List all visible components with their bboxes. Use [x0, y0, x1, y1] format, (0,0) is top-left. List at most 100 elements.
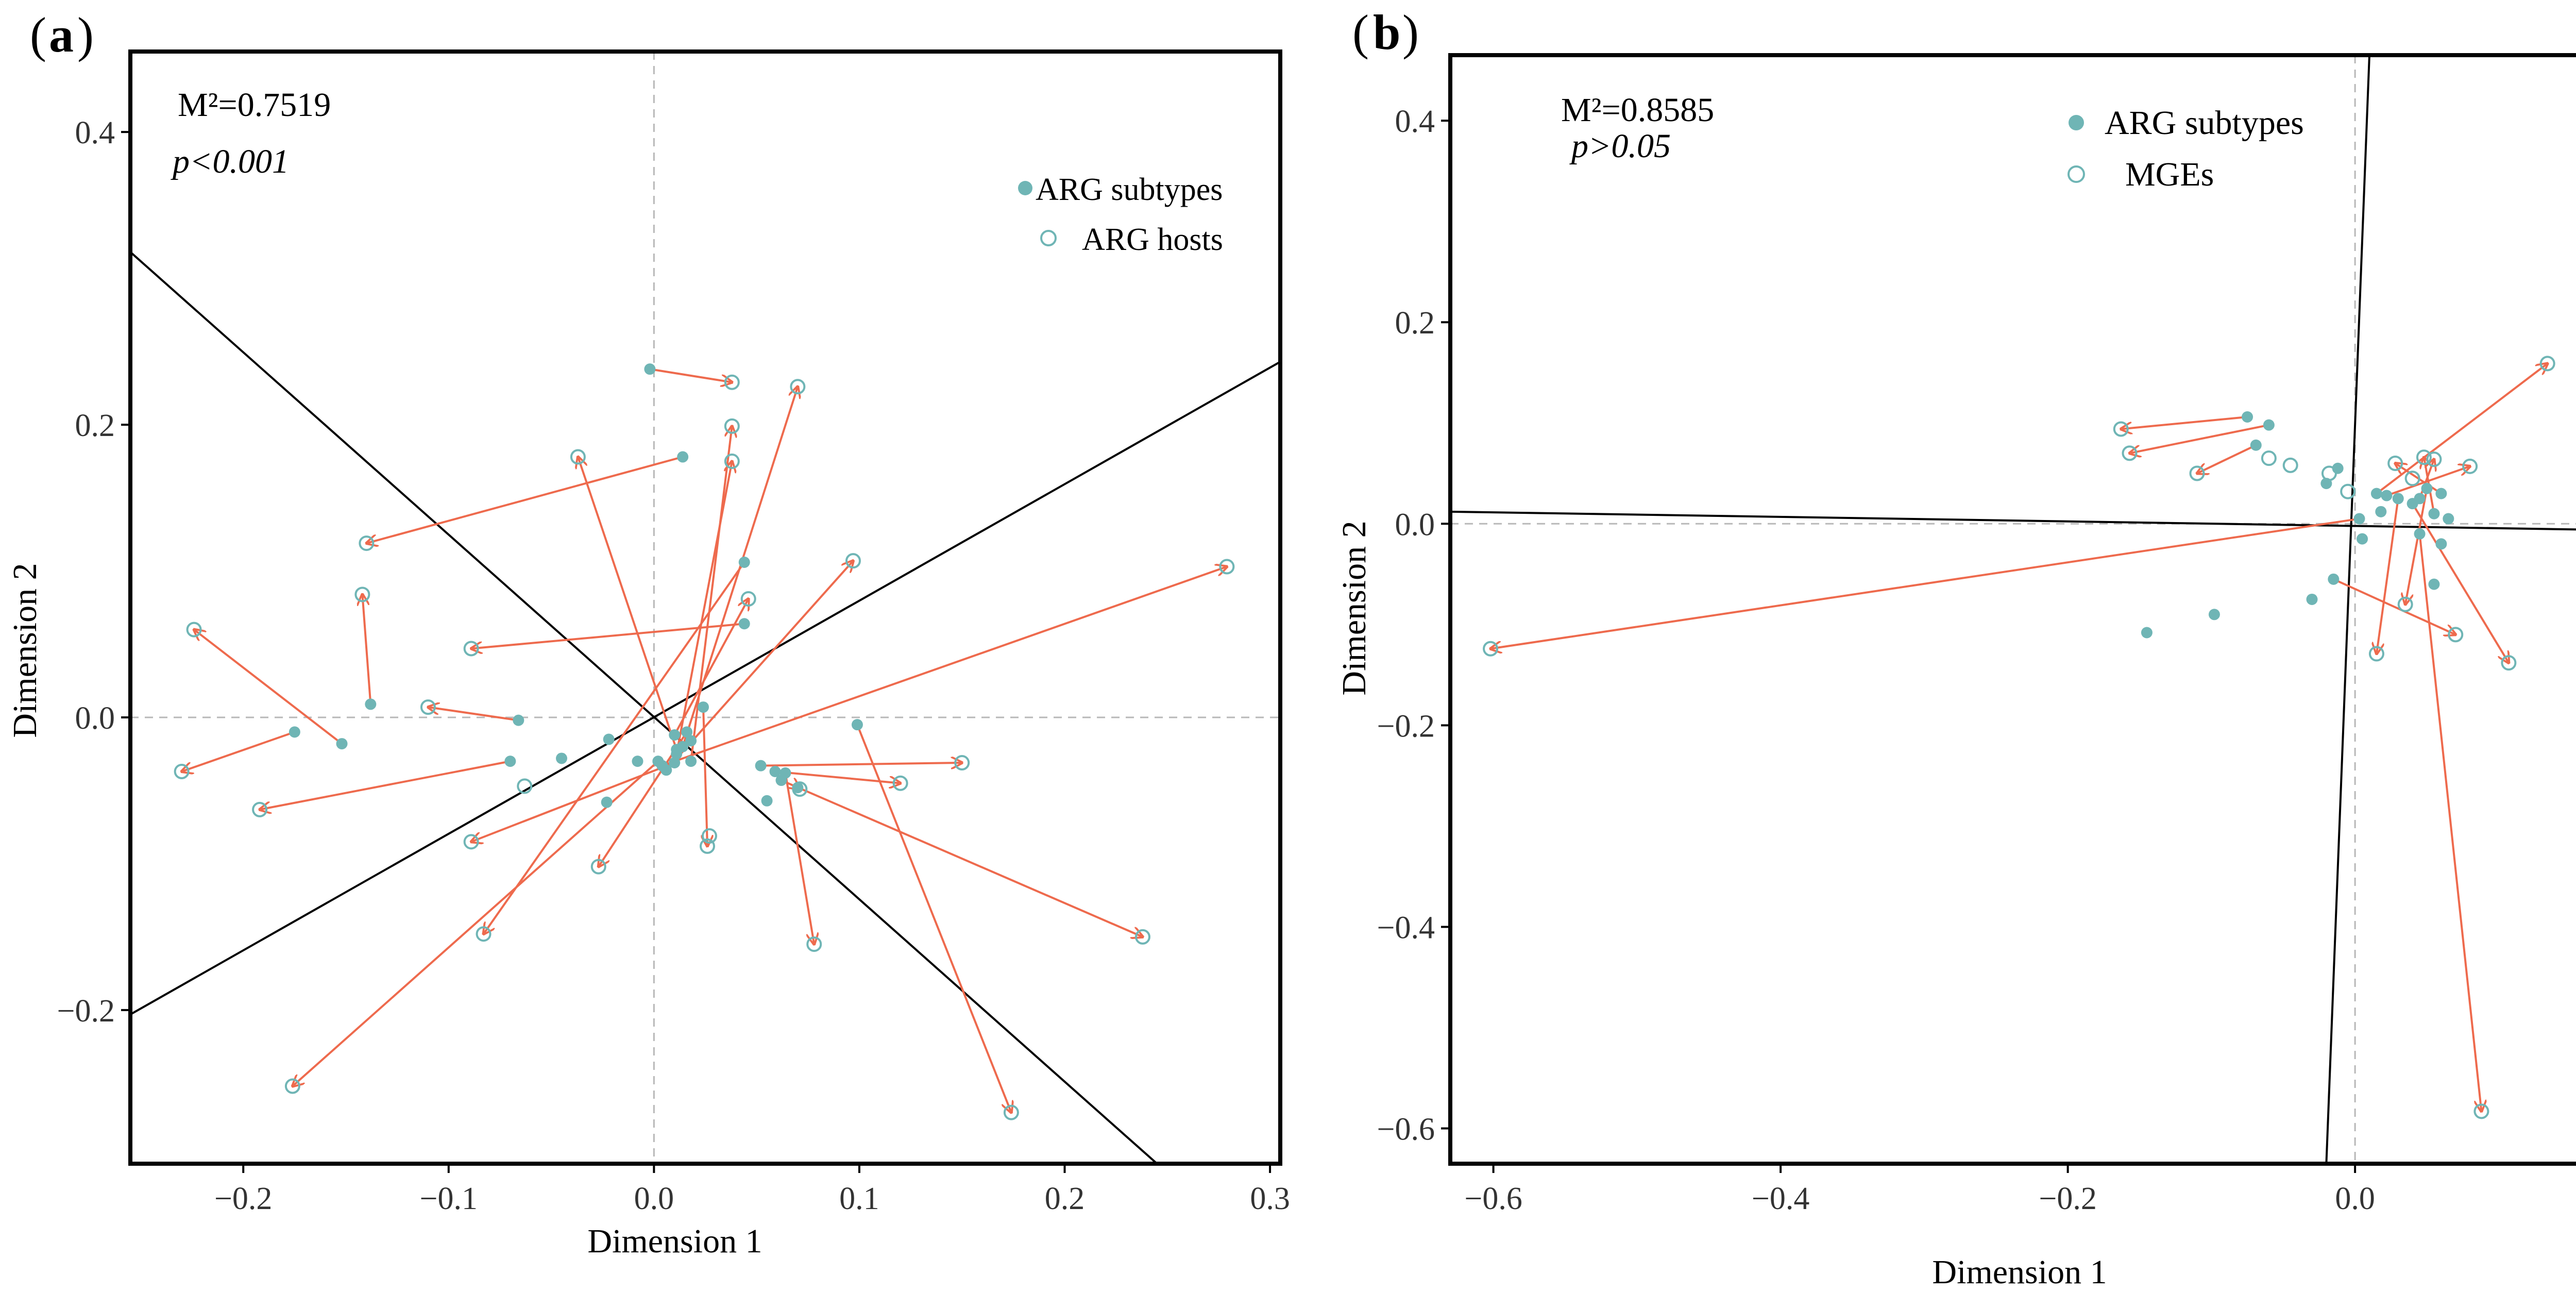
panel-a-host-point	[476, 926, 492, 942]
panel-b-host-point	[2368, 646, 2384, 662]
panel-b-arrow	[2129, 424, 2269, 454]
panel-a-arrow	[366, 456, 683, 544]
panel-b-host-point	[2416, 449, 2432, 465]
panel-a-subtype-point	[779, 767, 791, 779]
panel-b-subtype-point	[2414, 528, 2426, 540]
panel-b-subtype-point	[2375, 506, 2387, 517]
panel-b-host-point	[2404, 471, 2420, 487]
panel-a-arrow	[784, 773, 814, 944]
panel-a-subtype-point	[603, 733, 615, 745]
panel-a-arrow	[760, 763, 962, 766]
panel-a-subtype-point	[656, 760, 668, 772]
panel-b-subtype-point	[2392, 493, 2404, 505]
panel-a-subtype-point	[513, 714, 524, 726]
panel-a-host-point	[590, 859, 606, 875]
panel-b-subtype-point	[2263, 419, 2275, 431]
panel-a-subtype-point	[769, 766, 781, 778]
panel-a-letter: a	[49, 7, 74, 62]
panel-a-host-point	[892, 775, 908, 791]
panel-b-legend-marker-subtypes	[2069, 115, 2084, 130]
panel-a-host-point	[420, 699, 436, 715]
panel-a-subtype-point	[851, 719, 863, 731]
panel-a-arrow	[775, 770, 901, 783]
panel-a-host-point	[845, 553, 861, 569]
panel-a-subtype-point	[685, 735, 697, 747]
panel-b-arrow	[2333, 578, 2455, 635]
panel-b-xtick-label: 0.0	[2335, 1181, 2375, 1216]
panel-a-ytick-label: −0.2	[57, 994, 115, 1029]
panel-a-close-paren: )	[77, 7, 94, 62]
panel-a-xtick-label: 0.2	[1045, 1181, 1085, 1216]
panel-a-ytick-label: 0.4	[75, 115, 115, 150]
panel-a-arrow	[781, 779, 1142, 937]
panel-b-subtype-point	[2328, 573, 2340, 585]
panel-b-subtype-point	[2250, 439, 2262, 451]
panel-b-host-point	[1483, 641, 1499, 657]
panel-a-host-point	[517, 778, 533, 794]
panel-a-frame	[128, 49, 1282, 1166]
panel-a-host-point	[954, 755, 970, 770]
panel-a-host-point	[570, 449, 586, 465]
panel-a-stat-p: p<0.001	[171, 143, 289, 180]
panel-b-host-point	[2397, 596, 2413, 612]
panel-a-subtype-point	[632, 756, 643, 767]
panel-b-subtype-point	[2357, 533, 2368, 545]
panel-b-ytick-label: −0.2	[1377, 709, 1435, 744]
panel-b-close-paren: )	[1402, 5, 1419, 60]
panel-a-arrow	[260, 760, 511, 810]
panel-a-arrow	[194, 630, 343, 745]
panel-a-subtype-point	[738, 618, 750, 630]
panel-a-host-point	[724, 374, 740, 390]
panel-b-arrow	[2418, 533, 2482, 1111]
panel-b-host-point	[2473, 1103, 2489, 1119]
panel-a-subtype-point	[556, 752, 567, 764]
panel-b-subtype-point	[2208, 609, 2220, 621]
panel-b-xlabel: Dimension 1	[1932, 1253, 2107, 1291]
panel-a-subtype-point	[738, 556, 750, 568]
panel-b-subtype-point	[2414, 493, 2426, 505]
panel-a-host-point	[174, 764, 190, 780]
panel-a-subtype-point	[685, 756, 697, 767]
panel-a-host-point	[463, 641, 479, 657]
panel-b-arrow	[2121, 416, 2248, 429]
panel-b-host-point	[2261, 450, 2277, 466]
panel-a-host-point	[1134, 929, 1150, 945]
panel-b-arrow	[2411, 503, 2509, 663]
panel-a-open-paren: (	[30, 7, 46, 62]
panel-b-subtype-point	[2428, 508, 2440, 519]
panel-a-host-point	[701, 828, 717, 844]
panel-a-host-point	[740, 591, 756, 607]
panel-a-host-point	[724, 418, 740, 434]
panel-b-subtype-point	[2306, 593, 2318, 605]
panel-a-legend-label-hosts: ARG hosts	[1082, 222, 1223, 257]
panel-a-legend-marker-hosts	[1040, 230, 1057, 246]
panel-b-legend-label-mges: MGEs	[2125, 156, 2214, 193]
panel-a-subtype-point	[289, 726, 300, 738]
panel-b-host-point	[2387, 455, 2403, 471]
panel-a-subtype-point	[761, 795, 773, 807]
panel-b-ytick-label: 0.2	[1395, 306, 1435, 341]
panel-b-host-point	[2539, 356, 2555, 372]
panel-b-ylabel: Dimension 2	[1335, 521, 1373, 695]
plot-layer: −0.2 −0.1 0.0 0.1 0.2 0.3 −0.2 0.0 0.2 0.4 −0.6 −0.…	[57, 49, 2576, 1216]
panel-a-host-point	[699, 838, 715, 854]
panel-b-host-point	[2113, 421, 2129, 437]
panel-a-arrow	[471, 762, 675, 842]
panel-a-subtype-point	[336, 738, 348, 750]
panel-b-subtype-point	[2353, 513, 2365, 525]
panel-b-host-point	[2282, 457, 2298, 473]
panel-a-subtype-point	[671, 748, 683, 760]
panel-a-host-point	[790, 379, 806, 395]
panel-a-stat-m2: M²=0.7519	[178, 86, 331, 124]
panel-a-host-point	[252, 801, 268, 817]
panel-b-host-point	[2426, 451, 2442, 467]
panel-b-stat-p: p>0.05	[1569, 127, 1671, 165]
panel-a-host-point	[806, 936, 822, 952]
panel-a-arrow	[675, 461, 732, 755]
panel-a-arrow	[293, 760, 659, 1086]
panel-a-host-point	[463, 834, 479, 850]
panel-b-ytick-label: −0.4	[1377, 910, 1435, 945]
panel-b-subtype-point	[2428, 578, 2440, 590]
panel-b-arrow	[2197, 444, 2257, 474]
panel-a-arrow	[703, 707, 707, 846]
